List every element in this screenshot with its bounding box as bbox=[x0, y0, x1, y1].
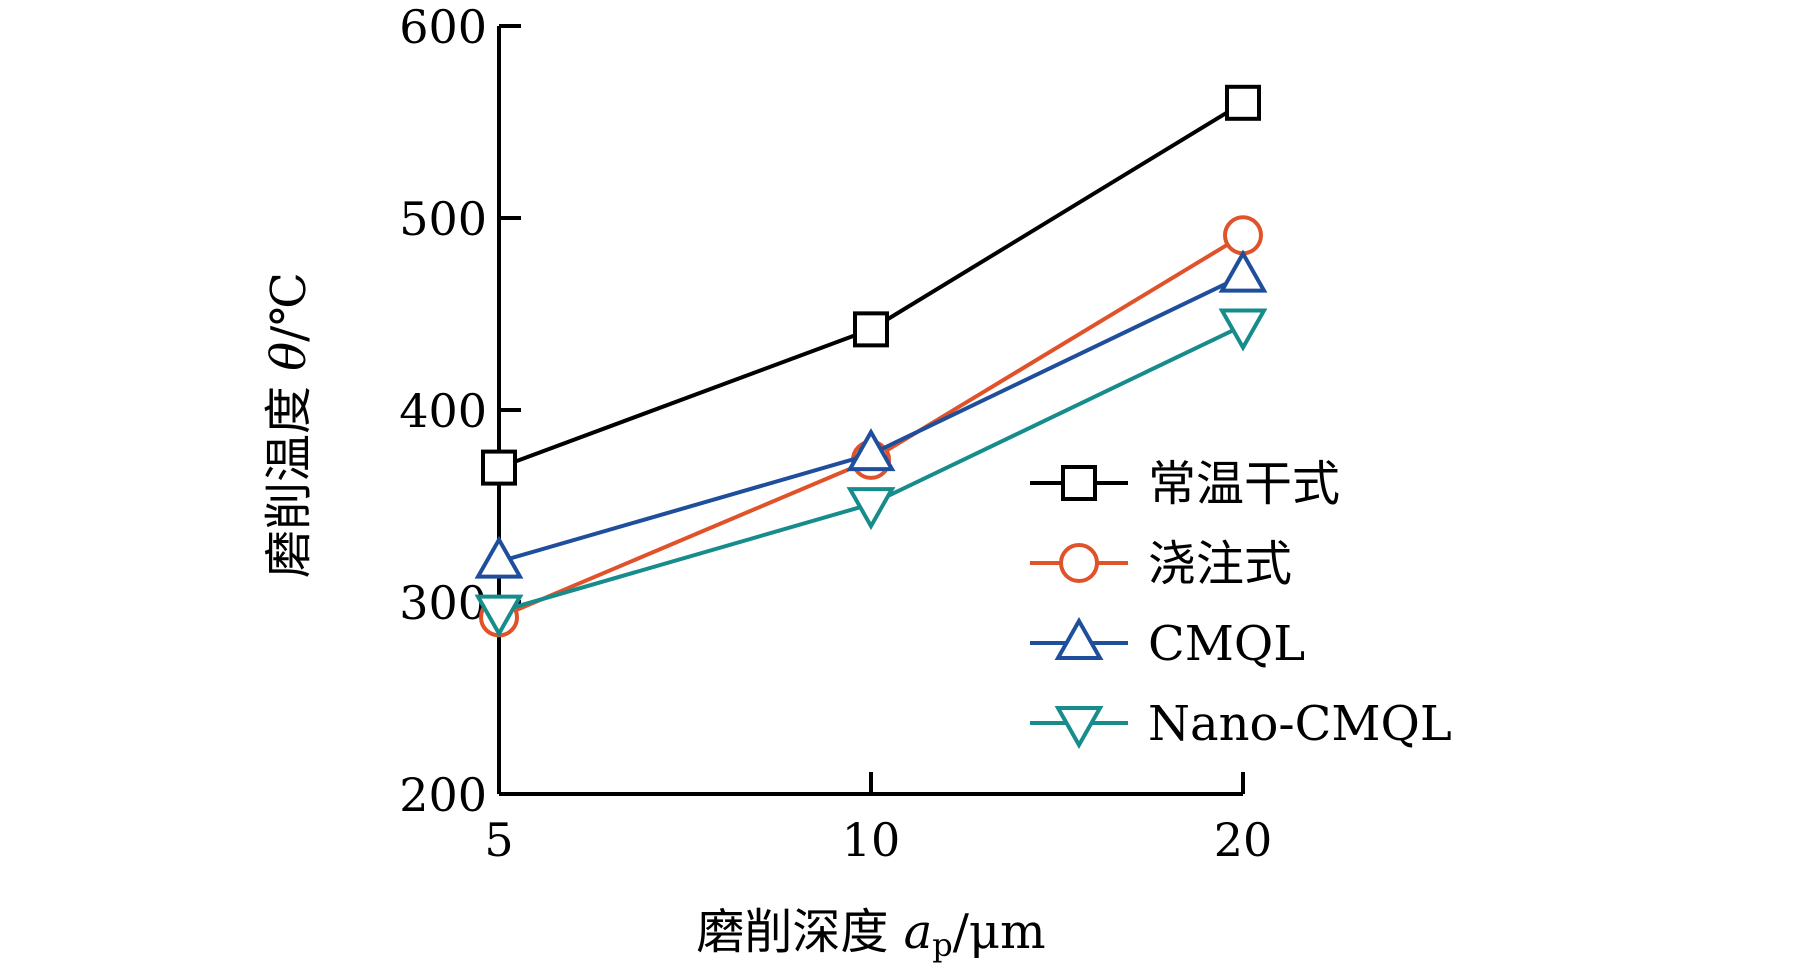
y-axis-title-prefix: 磨削温度 bbox=[261, 371, 317, 578]
y-axis-title: 磨削温度 θ/℃ bbox=[261, 272, 317, 578]
series-3 bbox=[474, 308, 1268, 638]
legend-marker bbox=[1054, 616, 1104, 660]
y-tick-label: 400 bbox=[399, 384, 487, 438]
legend-marker bbox=[1054, 706, 1104, 750]
legend-item: Nano-CMQL bbox=[1030, 696, 1452, 752]
series-line bbox=[498, 101, 1245, 470]
legend-item: CMQL bbox=[1030, 616, 1305, 672]
data-point bbox=[846, 428, 896, 472]
data-point bbox=[474, 594, 524, 638]
y-axis-title-variable: θ bbox=[261, 342, 317, 371]
x-axis-title-unit: /μm bbox=[953, 904, 1046, 960]
y-axis-title-unit: /℃ bbox=[261, 272, 317, 342]
legend-label: 常温干式 bbox=[1148, 456, 1340, 512]
data-point bbox=[1225, 84, 1261, 121]
x-axis-title-prefix: 磨削深度 bbox=[696, 904, 903, 960]
legend-item: 浇注式 bbox=[1030, 536, 1292, 592]
x-tick-label: 5 bbox=[484, 813, 513, 867]
series-2 bbox=[474, 249, 1268, 579]
data-point bbox=[853, 311, 889, 348]
data-point bbox=[481, 449, 517, 486]
data-point bbox=[1223, 215, 1263, 256]
axes bbox=[497, 26, 1243, 796]
series-0 bbox=[481, 84, 1261, 486]
x-axis-title-variable: a bbox=[904, 904, 933, 960]
y-tick-label: 600 bbox=[399, 0, 487, 54]
legend-label: CMQL bbox=[1148, 616, 1305, 672]
y-tick-label: 200 bbox=[399, 768, 487, 822]
data-point bbox=[474, 535, 524, 579]
legend-label: Nano-CMQL bbox=[1148, 696, 1452, 752]
data-point bbox=[1218, 308, 1268, 352]
series-layer bbox=[474, 84, 1268, 638]
legend-marker bbox=[1059, 543, 1099, 583]
legend-item: 常温干式 bbox=[1030, 456, 1340, 512]
x-tick-label: 10 bbox=[842, 813, 901, 867]
series-1 bbox=[479, 215, 1263, 638]
x-axis-title: 磨削深度 ap/μm bbox=[696, 904, 1045, 964]
y-tick-label: 500 bbox=[399, 192, 487, 246]
data-point bbox=[1218, 249, 1268, 293]
data-point bbox=[846, 487, 896, 531]
legend-label: 浇注式 bbox=[1148, 536, 1292, 592]
x-axis-title-subscript: p bbox=[932, 926, 952, 964]
y-axis-ticks: 200 300 400 500 600 bbox=[399, 0, 521, 822]
legend-marker bbox=[1061, 465, 1097, 501]
x-tick-label: 20 bbox=[1214, 813, 1273, 867]
y-tick-label: 300 bbox=[399, 576, 487, 630]
x-axis-ticks: 5 10 20 bbox=[484, 772, 1272, 867]
